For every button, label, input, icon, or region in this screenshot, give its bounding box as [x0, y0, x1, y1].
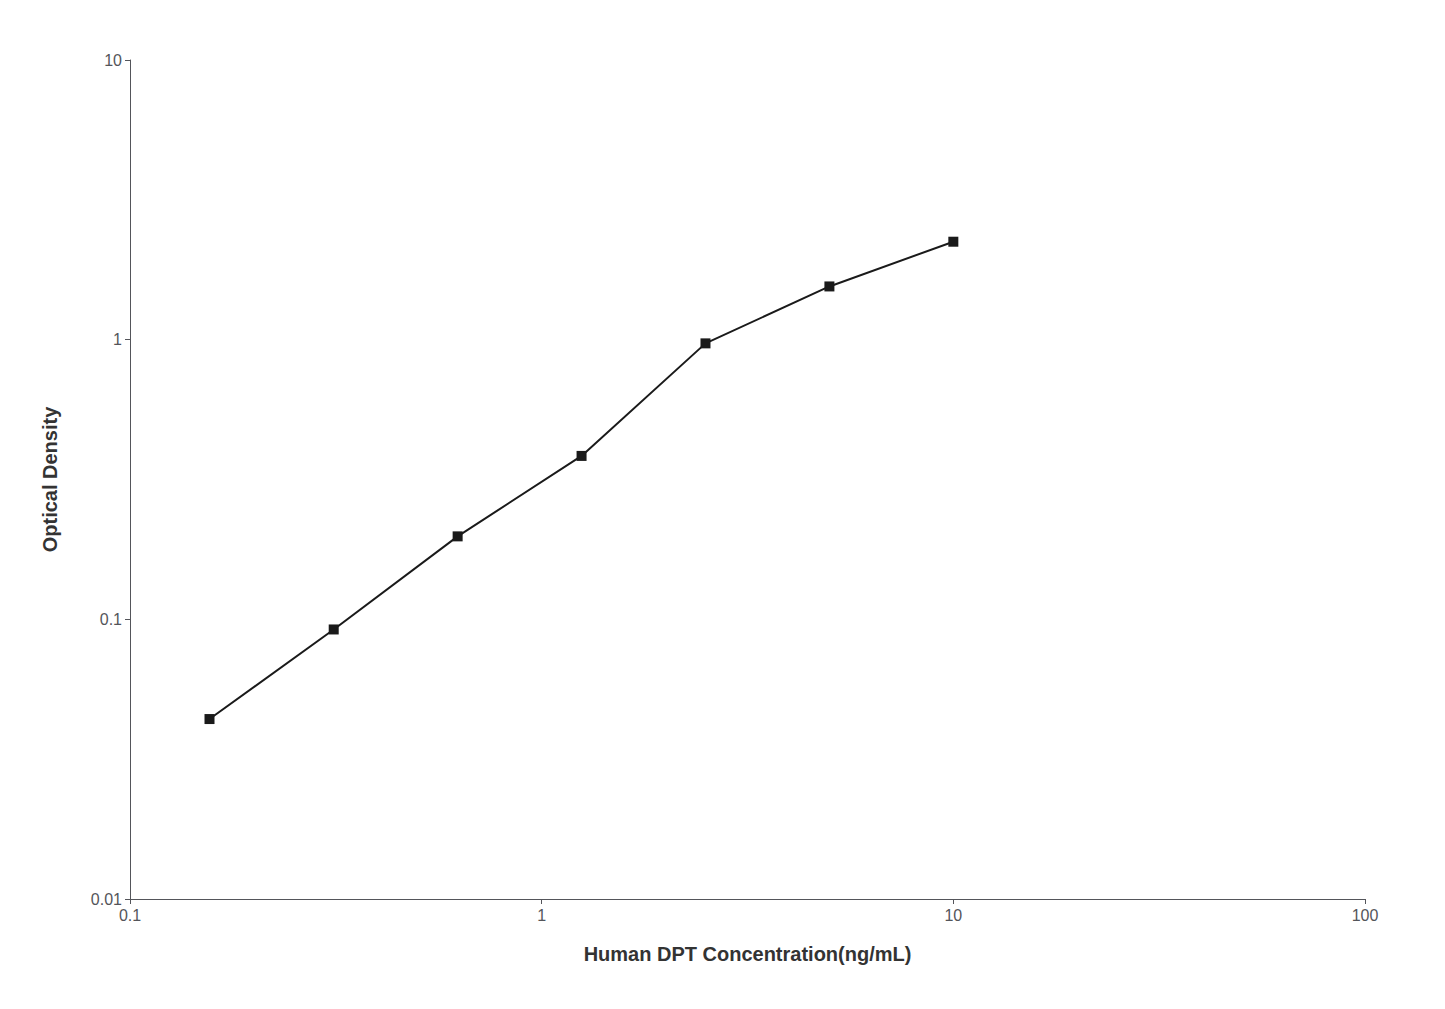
svg-text:Human DPT Concentration(ng/mL): Human DPT Concentration(ng/mL): [584, 943, 912, 965]
svg-text:100: 100: [1352, 907, 1379, 924]
svg-text:10: 10: [104, 52, 122, 69]
svg-text:1: 1: [537, 907, 546, 924]
svg-text:10: 10: [944, 907, 962, 924]
svg-text:0.1: 0.1: [100, 611, 122, 628]
svg-text:0.01: 0.01: [91, 891, 122, 908]
svg-text:0.1: 0.1: [119, 907, 141, 924]
svg-text:1: 1: [113, 331, 122, 348]
svg-text:Optical Density: Optical Density: [39, 406, 61, 552]
